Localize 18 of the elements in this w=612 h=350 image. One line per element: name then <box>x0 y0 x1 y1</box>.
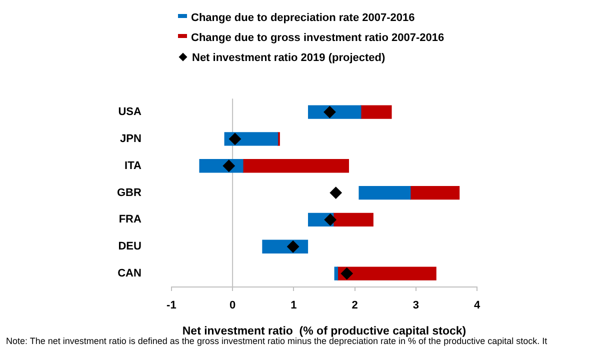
x-tick-label: 0 <box>229 300 236 312</box>
text: Note: The net investment ratio is defined as the gross investment ratio minus the depreciation rate in % of the productive capital stock. It <box>6 336 548 346</box>
x-tick-label: 3 <box>412 300 419 312</box>
y-tick-label: DEU <box>118 240 142 253</box>
x-tick-label: 2 <box>352 300 358 312</box>
x-tick-label: 4 <box>474 300 481 312</box>
x-tick-label: 1 <box>290 300 297 312</box>
y-tick-label: ITA <box>124 160 142 172</box>
legend-label: Change due to depreciation rate 2007-2016 <box>191 12 415 24</box>
y-tick-label: USA <box>118 106 142 118</box>
y-tick-label: CAN <box>118 268 142 280</box>
y-tick-label: GBR <box>116 186 142 199</box>
legend-label: Change due to gross investment ratio 2007-2016 <box>191 32 444 44</box>
legend-label: Net investment ratio 2019 (projected) <box>192 52 386 64</box>
x-axis-title: Net investment ratio (% of productive capital stock) <box>182 325 466 338</box>
y-tick-label: FRA <box>118 214 142 226</box>
x-tick-label: -1 <box>166 300 176 312</box>
y-tick-label: JPN <box>120 133 142 146</box>
